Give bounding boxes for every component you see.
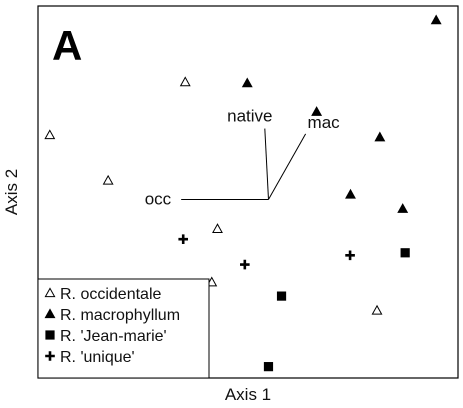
point-series-4-1 [178,234,189,244]
point-series-1-4 [212,223,223,233]
point-series-2-5 [345,188,356,199]
legend-label-2: R. macrophyllum [60,307,180,324]
point-series-4-3 [345,250,355,261]
point-series-2-1 [430,14,442,25]
legend-box [37,278,210,379]
point-series-1-2 [102,174,114,185]
vector-occ-label: occ [145,189,172,208]
panel-letter: A [52,22,82,69]
legend: R. occidentale R. macrophyllum R. 'Jean-ma… [37,278,210,379]
point-series-1-3 [179,76,191,87]
point-series-3-3 [263,362,274,372]
legend-label-3: R. 'Jean-marie' [60,328,167,345]
vectors-layer: native mac occ [145,107,340,209]
point-series-2-3 [311,106,323,116]
point-series-3-2 [276,291,287,301]
point-series-2-6 [397,203,409,213]
y-axis-title: Axis 2 [2,169,21,215]
legend-marker-4 [45,351,55,361]
point-series-3-1 [400,248,410,258]
legend-label-1: R. occidentale [60,286,161,303]
point-series-4-2 [240,259,250,270]
legend-marker-3 [45,330,55,340]
point-series-1-6 [371,304,383,315]
legend-marker-2 [44,308,56,319]
legend-marker-1 [44,287,56,298]
vector-mac-label: mac [308,113,341,132]
vector-native-line [264,128,269,200]
point-series-1-1 [44,129,56,140]
plot-frame [37,5,459,379]
x-axis-title: Axis 1 [225,385,271,404]
point-series-2-2 [241,77,253,88]
vector-native-label: native [227,107,272,126]
legend-label-4: R. 'unique' [60,349,135,366]
point-series-2-4 [374,131,386,142]
vector-mac-line [268,133,307,200]
